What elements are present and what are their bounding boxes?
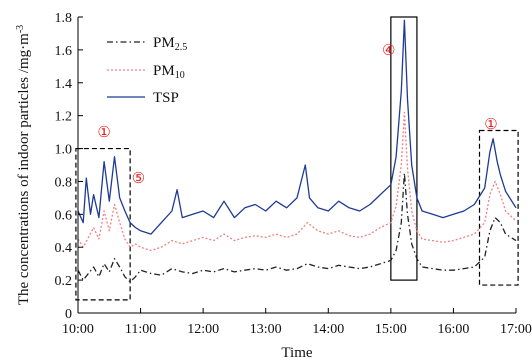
x-tick-label: 11:00 xyxy=(125,322,156,337)
x-tick-label: 10:00 xyxy=(62,322,94,337)
highlight-boxes xyxy=(76,17,518,300)
y-tick-label: 1.8 xyxy=(55,11,73,26)
legend-label-pm10: PM10 xyxy=(153,63,185,81)
series-line-pm25 xyxy=(78,173,516,282)
annotation-label: ① xyxy=(484,117,497,133)
x-tick-label: 16:00 xyxy=(437,322,469,337)
x-tick-label: 17:00 xyxy=(500,322,532,337)
y-axis-title: The concentrations of indoor particles /… xyxy=(15,25,32,305)
x-tick-label: 15:00 xyxy=(375,322,407,337)
y-tick-label: 1.4 xyxy=(55,77,73,92)
x-axis-title: Time xyxy=(281,345,312,361)
y-tick-label: 1.6 xyxy=(55,44,73,59)
y-tick-label: 1.2 xyxy=(55,110,73,125)
annotation-label: ① xyxy=(97,125,110,141)
series-line-tsp xyxy=(78,20,516,234)
y-tick-label: 0.2 xyxy=(55,274,73,289)
legend: PM2.5 PM10 TSP xyxy=(107,35,187,106)
y-tick-label: 0.4 xyxy=(55,241,73,256)
legend-label-pm25: PM2.5 xyxy=(153,35,187,53)
y-tick-label: 1.0 xyxy=(55,143,73,158)
series-lines xyxy=(78,20,516,282)
x-tick-label: 13:00 xyxy=(250,322,282,337)
legend-label-tsp: TSP xyxy=(153,90,179,106)
annotation-label: ④ xyxy=(382,43,395,59)
y-tick-label: 0 xyxy=(65,307,72,322)
x-ticks: 10:00 11:00 12:00 13:00 14:00 15:00 16:00 17:00 xyxy=(62,308,532,337)
x-tick-label: 12:00 xyxy=(187,322,219,337)
x-tick-label: 14:00 xyxy=(312,322,344,337)
y-tick-label: 0.8 xyxy=(55,175,73,190)
y-ticks: 0 0.2 0.4 0.6 0.8 1.0 1.2 1.4 1.6 1.8 xyxy=(55,11,84,322)
y-tick-label: 0.6 xyxy=(55,208,73,223)
annotation-label: ⑤ xyxy=(132,171,145,187)
highlight-box xyxy=(480,130,519,285)
